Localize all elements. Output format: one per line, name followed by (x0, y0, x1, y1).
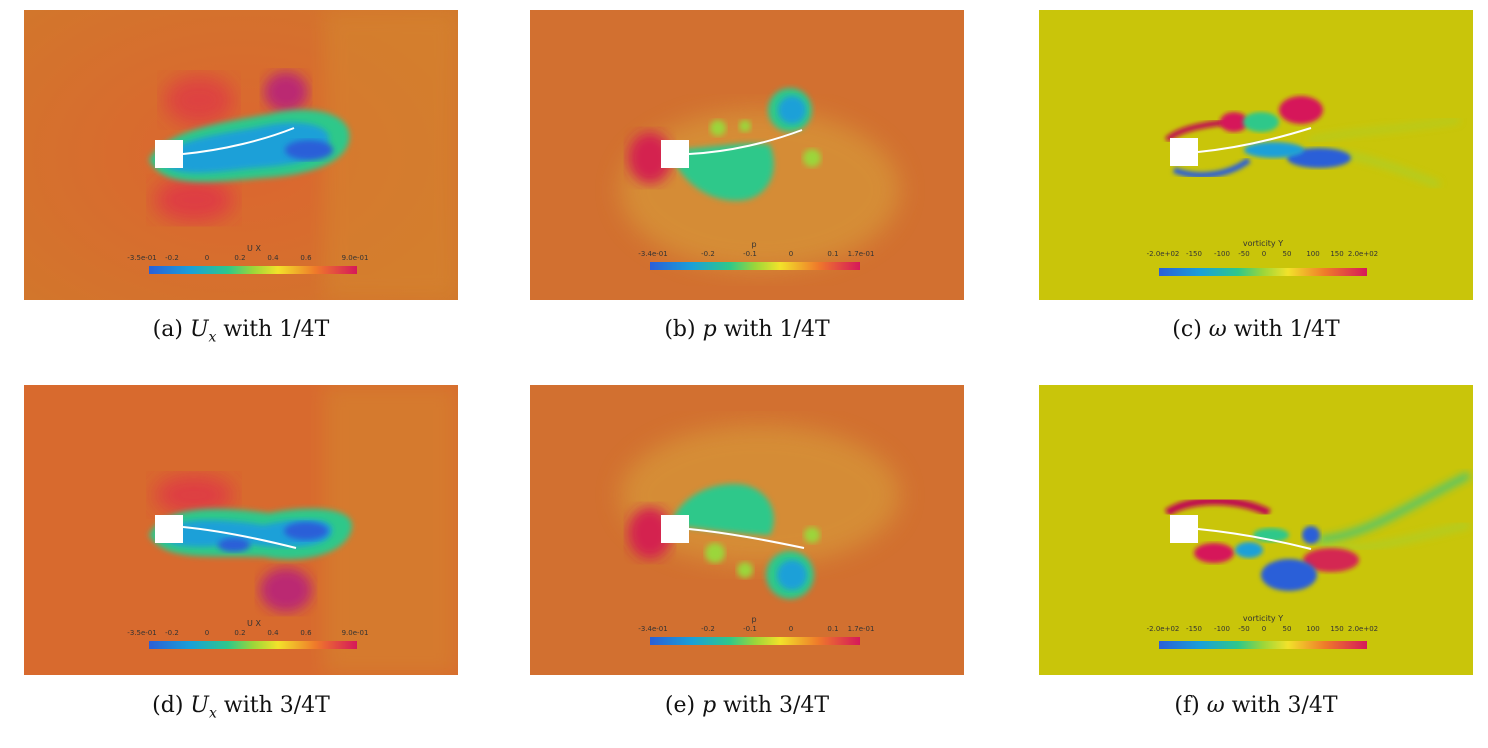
vorticity-field-plot: vorticity Y -2.0e+02 -150 -100 -50 0 50 … (1039, 385, 1473, 675)
svg-text:-0.1: -0.1 (743, 250, 757, 258)
flexible-plate (1197, 127, 1312, 153)
caption-b: (b) p with 1/4T (664, 317, 830, 342)
svg-text:0.4: 0.4 (267, 254, 279, 262)
svg-text:-0.1: -0.1 (743, 625, 757, 633)
svg-text:0: 0 (1262, 625, 1266, 633)
svg-text:-150: -150 (1186, 250, 1202, 258)
pressure-field-plot: p -3.4e-01 -0.2 -0.1 0 0.1 1.7e-01 (530, 10, 964, 300)
svg-text:0.6: 0.6 (300, 629, 312, 637)
svg-text:1.7e-01: 1.7e-01 (848, 250, 875, 258)
obstacle-square (661, 140, 689, 168)
caption-e: (e) p with 3/4T (664, 693, 830, 718)
obstacle-square (1170, 138, 1198, 166)
svg-text:-0.2: -0.2 (701, 625, 715, 633)
caption-a: (a) Ux with 1/4T (152, 317, 330, 346)
svg-text:-50: -50 (1238, 625, 1249, 633)
svg-text:0: 0 (205, 254, 209, 262)
svg-text:-0.2: -0.2 (165, 629, 179, 637)
svg-text:-3.5e-01: -3.5e-01 (127, 254, 156, 262)
svg-text:-3.5e-01: -3.5e-01 (127, 629, 156, 637)
ux-field-plot: U X -3.5e-01 -0.2 0 0.2 0.4 0.6 9.0e-01 (24, 10, 458, 300)
svg-text:100: 100 (1306, 250, 1319, 258)
svg-text:150: 150 (1330, 250, 1343, 258)
svg-text:9.0e-01: 9.0e-01 (342, 254, 369, 262)
svg-text:1.7e-01: 1.7e-01 (848, 625, 875, 633)
obstacle-square (155, 140, 183, 168)
panel-f-vorticity-three-quarter: vorticity Y -2.0e+02 -150 -100 -50 0 50 … (1039, 385, 1473, 675)
svg-text:2.0e+02: 2.0e+02 (1348, 625, 1378, 633)
vorticity-field-plot: vorticity Y -2.0e+02 -150 -100 -50 0 50 … (1039, 10, 1473, 300)
caption-f: (f) ω with 3/4T (1174, 693, 1338, 718)
colorbar: U X -3.5e-01 -0.2 0 0.2 0.4 0.6 9.0e-01 (127, 244, 368, 274)
colorbar: vorticity Y -2.0e+02 -150 -100 -50 0 50 … (1147, 614, 1378, 649)
svg-text:0: 0 (789, 250, 793, 258)
svg-text:0.1: 0.1 (827, 250, 838, 258)
svg-text:2.0e+02: 2.0e+02 (1348, 250, 1378, 258)
colorbar: p -3.4e-01 -0.2 -0.1 0 0.1 1.7e-01 (638, 615, 874, 645)
caption-c: (c) ω with 1/4T (1172, 317, 1340, 342)
svg-text:0.2: 0.2 (234, 254, 245, 262)
caption-d: (d) Ux with 3/4T (152, 693, 330, 722)
svg-text:U X: U X (247, 619, 261, 628)
svg-text:-2.0e+02: -2.0e+02 (1147, 625, 1180, 633)
svg-text:150: 150 (1330, 625, 1343, 633)
svg-text:vorticity Y: vorticity Y (1243, 614, 1283, 623)
svg-text:vorticity Y: vorticity Y (1243, 239, 1283, 248)
flexible-plate (1197, 528, 1312, 550)
svg-text:-3.4e-01: -3.4e-01 (638, 625, 667, 633)
colorbar: U X -3.5e-01 -0.2 0 0.2 0.4 0.6 9.0e-01 (127, 619, 368, 649)
svg-text:-3.4e-01: -3.4e-01 (638, 250, 667, 258)
svg-text:0: 0 (1262, 250, 1266, 258)
colorbar: vorticity Y -2.0e+02 -150 -100 -50 0 50 … (1147, 239, 1378, 276)
svg-text:9.0e-01: 9.0e-01 (342, 629, 369, 637)
colorbar: p -3.4e-01 -0.2 -0.1 0 0.1 1.7e-01 (638, 240, 874, 270)
svg-text:100: 100 (1306, 625, 1319, 633)
flexible-plate (182, 526, 297, 549)
svg-text:-2.0e+02: -2.0e+02 (1147, 250, 1180, 258)
svg-text:50: 50 (1283, 250, 1292, 258)
svg-text:0.1: 0.1 (827, 625, 838, 633)
panel-a-ux-quarter: U X -3.5e-01 -0.2 0 0.2 0.4 0.6 9.0e-01 (24, 10, 458, 300)
obstacle-square (155, 515, 183, 543)
panel-d-ux-three-quarter: U X -3.5e-01 -0.2 0 0.2 0.4 0.6 9.0e-01 (24, 385, 458, 675)
svg-text:50: 50 (1283, 625, 1292, 633)
svg-text:-100: -100 (1214, 250, 1230, 258)
ux-field-plot: U X -3.5e-01 -0.2 0 0.2 0.4 0.6 9.0e-01 (24, 385, 458, 675)
svg-text:0.2: 0.2 (234, 629, 245, 637)
svg-text:0: 0 (205, 629, 209, 637)
svg-text:p: p (751, 240, 756, 249)
obstacle-square (661, 515, 689, 543)
svg-text:-100: -100 (1214, 625, 1230, 633)
svg-text:-0.2: -0.2 (165, 254, 179, 262)
svg-text:0: 0 (789, 625, 793, 633)
svg-text:U X: U X (247, 244, 261, 253)
panel-b-p-quarter: p -3.4e-01 -0.2 -0.1 0 0.1 1.7e-01 (530, 10, 964, 300)
panel-e-p-three-quarter: p -3.4e-01 -0.2 -0.1 0 0.1 1.7e-01 (530, 385, 964, 675)
flexible-plate (688, 528, 805, 549)
pressure-field-plot: p -3.4e-01 -0.2 -0.1 0 0.1 1.7e-01 (530, 385, 964, 675)
flexible-plate (182, 127, 295, 155)
flexible-plate (688, 129, 803, 155)
svg-text:0.6: 0.6 (300, 254, 312, 262)
svg-text:0.4: 0.4 (267, 629, 279, 637)
svg-text:-150: -150 (1186, 625, 1202, 633)
svg-text:p: p (751, 615, 756, 624)
svg-text:-0.2: -0.2 (701, 250, 715, 258)
obstacle-square (1170, 515, 1198, 543)
svg-text:-50: -50 (1238, 250, 1249, 258)
panel-c-vorticity-quarter: vorticity Y -2.0e+02 -150 -100 -50 0 50 … (1039, 10, 1473, 300)
